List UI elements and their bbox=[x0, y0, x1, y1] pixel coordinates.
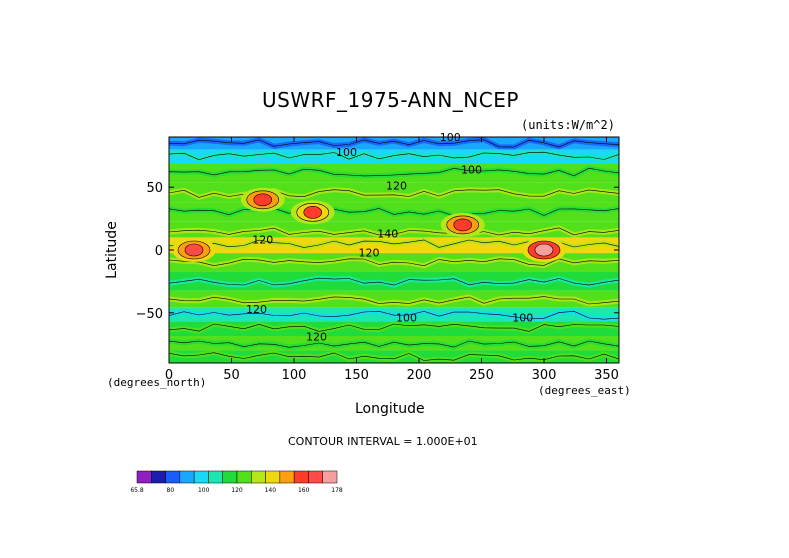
units-label: (units:W/m^2) bbox=[521, 118, 615, 132]
colorbar-swatch bbox=[136, 470, 152, 484]
contour-line bbox=[169, 323, 619, 332]
x-tick-label: 300 bbox=[532, 368, 557, 383]
contour-line bbox=[169, 189, 619, 198]
contour-line bbox=[169, 340, 619, 348]
contour-value-label: 120 bbox=[306, 330, 327, 343]
colorbar-swatch bbox=[322, 470, 338, 484]
chart-title: USWRF_1975-ANN_NCEP bbox=[262, 88, 519, 112]
contour-value-label: 100 bbox=[512, 312, 533, 325]
hotspot-core bbox=[534, 243, 554, 257]
hotspot-core bbox=[453, 218, 473, 232]
colorbar-swatch bbox=[151, 470, 166, 484]
colorbar-tick-label: 100 bbox=[198, 487, 210, 494]
x-units-note: (degrees_north) bbox=[107, 376, 207, 389]
y-tick-label: −50 bbox=[136, 307, 163, 322]
contour-value-label: 120 bbox=[246, 303, 267, 316]
contour-value-label: 100 bbox=[440, 131, 461, 144]
contour-value-label: 120 bbox=[252, 234, 273, 247]
colorbar-swatch bbox=[251, 470, 266, 484]
contour-value-label: 100 bbox=[336, 146, 357, 159]
plot-area bbox=[169, 137, 619, 363]
colorbar-swatch bbox=[208, 470, 223, 484]
contour-value-label: 100 bbox=[396, 312, 417, 325]
latitude-band bbox=[169, 321, 619, 337]
x-tick-label: 0 bbox=[165, 368, 173, 383]
contour-line bbox=[169, 227, 619, 236]
colorbar-swatch bbox=[179, 470, 195, 484]
y-tick-label: 50 bbox=[146, 181, 163, 196]
x-tick-label: 200 bbox=[407, 368, 432, 383]
axes: 0 50 100 150 200 250 300 350 50 0 −50 bbox=[136, 137, 619, 383]
contour-value-label: 140 bbox=[377, 227, 398, 240]
colorbar-swatch bbox=[265, 470, 281, 484]
x-tick-label: 150 bbox=[344, 368, 369, 383]
y-tick-label: 0 bbox=[155, 244, 163, 259]
contour-line bbox=[169, 207, 619, 217]
colorbar-tick-label: 160 bbox=[298, 487, 310, 494]
contour-value-label: 100 bbox=[461, 163, 482, 176]
contour-value-label: 120 bbox=[386, 180, 407, 193]
contour-line bbox=[169, 151, 619, 161]
colorbar-swatch bbox=[222, 470, 238, 484]
colorbar-tick-label: 120 bbox=[231, 487, 243, 494]
latitude-band bbox=[169, 290, 619, 308]
colorbar-swatch bbox=[308, 470, 323, 484]
y-axis-label: Latitude bbox=[104, 221, 120, 279]
contour-line bbox=[169, 277, 619, 286]
contour-line bbox=[169, 139, 619, 148]
colorbar-swatch bbox=[193, 470, 209, 484]
contour-value-label: 120 bbox=[359, 246, 380, 259]
contour-line bbox=[169, 352, 619, 361]
contour-interval-text: CONTOUR INTERVAL = 1.000E+01 bbox=[288, 435, 478, 448]
x-tick-label: 350 bbox=[594, 368, 619, 383]
hotspot-core bbox=[253, 193, 273, 207]
colorbar-tick-label: 140 bbox=[265, 487, 277, 494]
contour-line bbox=[169, 167, 619, 177]
x-tick-label: 250 bbox=[469, 368, 494, 383]
colorbar-swatch bbox=[279, 470, 295, 484]
colorbar-tick-label: 65.8 bbox=[130, 487, 144, 494]
contour-line bbox=[169, 310, 619, 320]
colorbar-tick-label: 178 bbox=[331, 487, 343, 494]
colorbar-swatch bbox=[293, 470, 309, 484]
hotspot-core bbox=[184, 243, 204, 257]
colorbar: 65.8 80 100 120 140 160 178 bbox=[130, 470, 343, 494]
colorbar-swatch bbox=[236, 470, 252, 484]
contour-labels: 100 100 100 120 120 120 120 100 100 120 140 bbox=[246, 131, 533, 344]
colorbar-tick-label: 80 bbox=[167, 487, 175, 494]
hotspot-core bbox=[303, 206, 323, 219]
contour-line bbox=[169, 258, 619, 267]
contour-line bbox=[169, 296, 619, 305]
y-units-note: (degrees_east) bbox=[538, 384, 631, 397]
colorbar-swatch bbox=[165, 470, 181, 484]
x-axis-label: Longitude bbox=[355, 401, 425, 417]
x-tick-label: 50 bbox=[223, 368, 240, 383]
x-tick-label: 100 bbox=[282, 368, 307, 383]
